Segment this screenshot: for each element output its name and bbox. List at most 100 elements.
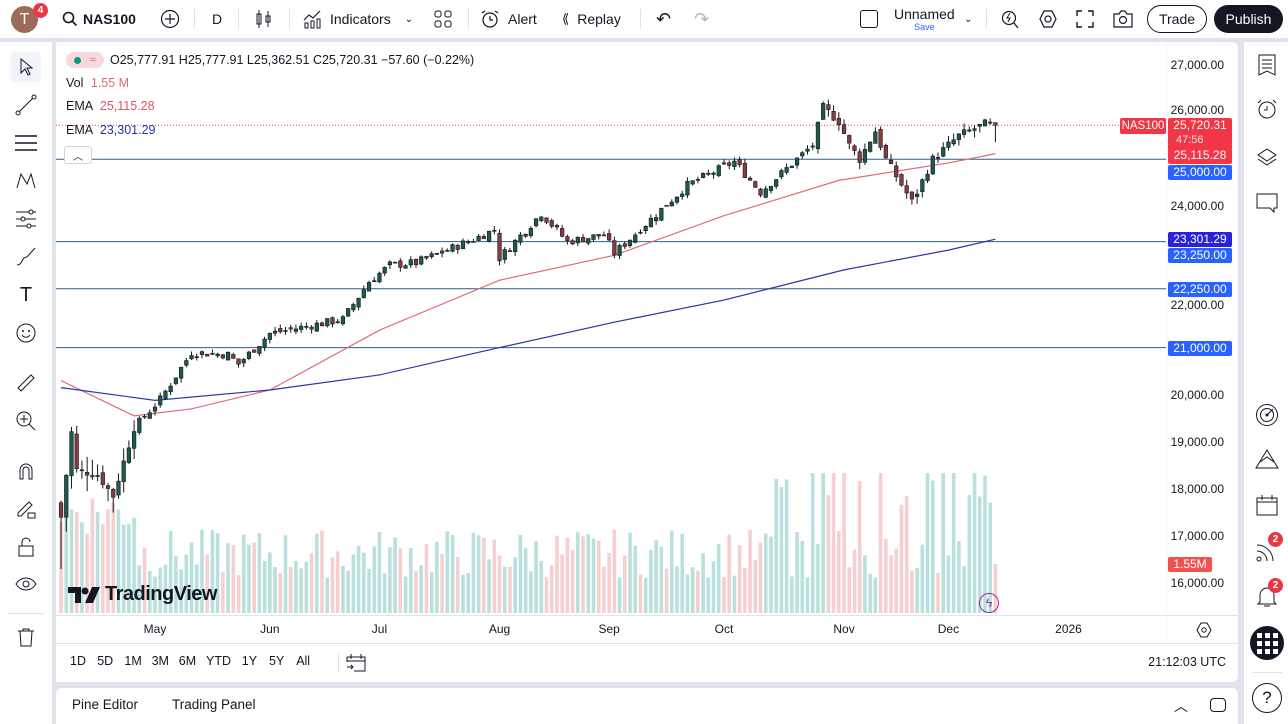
- trend-line-tool[interactable]: [11, 90, 41, 120]
- remove-drawings[interactable]: [11, 622, 41, 652]
- lock-drawings[interactable]: [11, 532, 41, 562]
- quick-search-button[interactable]: [1000, 0, 1020, 38]
- volume-bar: [252, 542, 256, 613]
- patterns-tool[interactable]: [11, 166, 41, 196]
- volume-bar: [137, 565, 142, 613]
- save-link[interactable]: Save: [914, 21, 935, 32]
- chevron-down-icon[interactable]: ⌄: [404, 13, 414, 25]
- time-tick-label: Nov: [833, 622, 855, 636]
- volume-bar: [863, 555, 867, 613]
- range-button-3m[interactable]: 3M: [151, 654, 169, 668]
- compare-symbol-button[interactable]: [160, 0, 180, 38]
- volume-bar: [529, 571, 533, 613]
- brush-tool[interactable]: [11, 242, 41, 272]
- volume-bar: [90, 498, 95, 613]
- cursor-tool[interactable]: [11, 52, 41, 82]
- utc-clock[interactable]: 21:12:03 UTC: [1148, 655, 1226, 669]
- horizontal-lines-tool[interactable]: [11, 128, 41, 158]
- trade-button[interactable]: Trade: [1147, 5, 1207, 33]
- stay-in-drawing-mode[interactable]: [11, 494, 41, 524]
- measure-tool[interactable]: [11, 368, 41, 398]
- volume-bar: [518, 534, 523, 613]
- volume-bar: [539, 560, 544, 613]
- chats-button[interactable]: [1252, 188, 1282, 218]
- time-axis-settings[interactable]: [1196, 622, 1212, 641]
- candle-body: [972, 128, 977, 131]
- volume-bar: [189, 542, 194, 613]
- volume-legend[interactable]: Vol 1.55 M: [66, 76, 129, 90]
- range-button-all[interactable]: All: [296, 654, 311, 668]
- indicators-button[interactable]: Indicators ⌄: [302, 0, 413, 38]
- pine-editor-tab[interactable]: Pine Editor: [72, 697, 139, 712]
- magnet-tool[interactable]: [11, 456, 41, 486]
- divider: [8, 613, 44, 614]
- alert-button[interactable]: Alert: [480, 0, 537, 38]
- pattern-button[interactable]: [1252, 444, 1282, 474]
- range-button-1y[interactable]: 1Y: [241, 654, 258, 668]
- alerts-button[interactable]: [1252, 94, 1282, 124]
- symbol-search[interactable]: NAS100: [62, 0, 136, 38]
- fullscreen-button[interactable]: [1076, 0, 1094, 38]
- candle-body: [930, 155, 935, 175]
- volume-bar: [471, 532, 476, 613]
- undo-button[interactable]: ↶: [656, 0, 671, 38]
- text-tool[interactable]: T: [11, 280, 41, 310]
- help-button[interactable]: ?: [1252, 683, 1282, 713]
- settings-button[interactable]: [1038, 0, 1058, 38]
- hide-drawings[interactable]: [11, 570, 41, 600]
- events-lightning-icon[interactable]: ϟ: [979, 593, 999, 613]
- redo-button[interactable]: ↷: [694, 0, 709, 38]
- range-button-1d[interactable]: 1D: [70, 654, 86, 668]
- volume-bar: [581, 536, 585, 613]
- screenshot-button[interactable]: [1113, 0, 1133, 38]
- emoji-tool[interactable]: [11, 318, 41, 348]
- publish-button[interactable]: Publish: [1214, 5, 1283, 33]
- range-button-5y[interactable]: 5Y: [269, 654, 285, 668]
- market-status[interactable]: ≈: [66, 52, 104, 68]
- layout-menu-chevron[interactable]: ⌄: [964, 0, 972, 38]
- volume-bar: [523, 548, 528, 613]
- candle-body: [805, 148, 810, 152]
- candle-body: [126, 447, 131, 463]
- range-button-ytd[interactable]: YTD: [206, 654, 231, 668]
- volume-bar: [842, 473, 846, 613]
- range-button-6m[interactable]: 6M: [178, 654, 197, 668]
- price-chart[interactable]: [56, 42, 1166, 615]
- candle-body: [304, 326, 309, 328]
- chart-type-button[interactable]: [255, 0, 273, 38]
- trading-panel-tab[interactable]: Trading Panel: [172, 697, 256, 712]
- interval-button[interactable]: D: [212, 0, 222, 38]
- collapse-legend-button[interactable]: ︿: [64, 146, 92, 164]
- ideas-stream-button[interactable]: [1252, 536, 1282, 566]
- chart-panel[interactable]: ≈ O25,777.91 H25,777.91 L25,362.51 C25,7…: [56, 42, 1238, 682]
- fullscreen-icon: [1076, 10, 1094, 28]
- candle-body: [643, 226, 648, 231]
- templates-button[interactable]: [434, 0, 452, 38]
- replay-label: Replay: [577, 11, 621, 27]
- candle-body: [549, 220, 554, 227]
- screener-button[interactable]: [1252, 400, 1282, 430]
- layout-name-button[interactable]: Unnamed Save: [894, 0, 955, 38]
- fib-lines-icon: [15, 135, 37, 151]
- candle-body: [648, 217, 653, 228]
- layout-toggle[interactable]: [860, 0, 878, 38]
- ema-fast-legend[interactable]: EMA 25,115.28: [66, 99, 155, 113]
- candle-body: [988, 121, 993, 124]
- ema-slow-legend[interactable]: EMA 23,301.29: [66, 123, 156, 137]
- zoom-tool[interactable]: [11, 406, 41, 436]
- expand-panel-button[interactable]: ︿: [1174, 696, 1188, 716]
- maximize-panel-button[interactable]: [1210, 698, 1226, 712]
- calendar-button[interactable]: [1252, 490, 1282, 520]
- price-axis[interactable]: 27,000.00 26,000.00 24,000.00 22,000.00 20,0…: [1166, 42, 1238, 615]
- watchlist-button[interactable]: [1252, 50, 1282, 80]
- object-tree-button[interactable]: [1252, 142, 1282, 172]
- candle-body: [810, 145, 815, 148]
- forecasting-tool[interactable]: [11, 204, 41, 234]
- products-menu-button[interactable]: [1250, 626, 1284, 660]
- replay-button[interactable]: ⟪ Replay: [562, 0, 621, 38]
- volume-bar: [111, 502, 116, 613]
- range-button-1m[interactable]: 1M: [124, 654, 142, 668]
- volume-bar: [273, 567, 277, 613]
- range-button-5d[interactable]: 5D: [97, 654, 114, 668]
- go-to-date-button[interactable]: [346, 653, 366, 676]
